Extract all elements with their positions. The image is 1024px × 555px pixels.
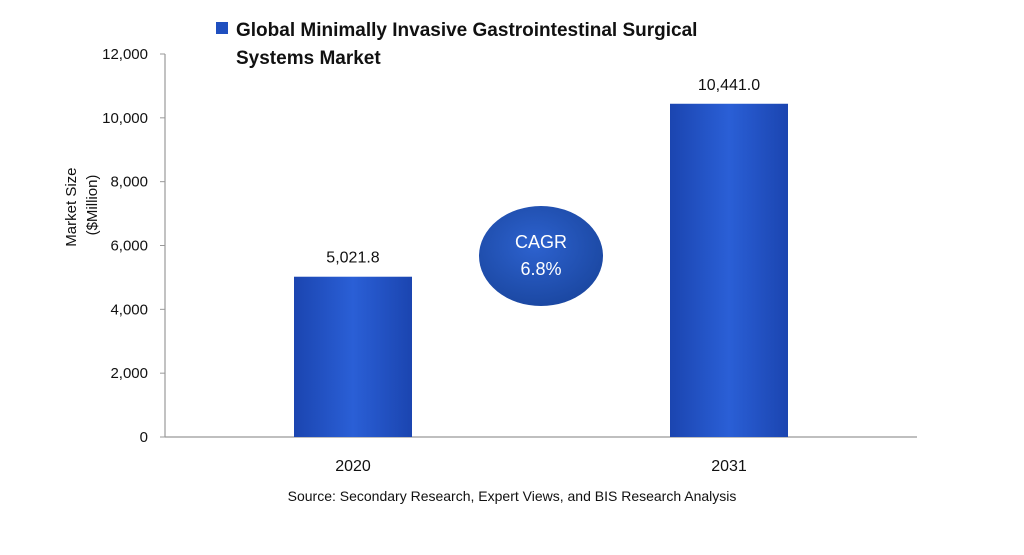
bar-2020 <box>294 276 412 437</box>
cagr-bubble <box>479 206 603 306</box>
y-tick-label: 8,000 <box>110 174 148 191</box>
x-tick-label-2031: 2031 <box>711 458 747 475</box>
y-tick-label: 2,000 <box>110 365 148 382</box>
data-label-2020: 5,021.8 <box>326 250 379 267</box>
legend-swatch <box>216 22 228 34</box>
y-tick-label: 10,000 <box>102 110 148 127</box>
y-axis-title: Market Size ($Million) <box>63 163 101 246</box>
cagr-value: 6.8% <box>520 259 561 279</box>
data-label-2031: 10,441.0 <box>698 77 760 94</box>
x-tick-label-2020: 2020 <box>335 458 371 475</box>
y-tick-label: 12,000 <box>102 46 148 63</box>
cagr-label: CAGR <box>515 232 567 252</box>
legend-label-line-1: Global Minimally Invasive Gastrointestin… <box>236 20 697 41</box>
bar-2031 <box>670 103 788 437</box>
y-tick-label: 0 <box>140 429 148 446</box>
legend-label-line-2: Systems Market <box>236 48 381 69</box>
y-tick-label: 4,000 <box>110 301 148 318</box>
source-note: Source: Secondary Research, Expert Views… <box>287 488 737 504</box>
y-tick-label: 6,000 <box>110 238 148 255</box>
svg-text:Market Size ($Million): Market Size ($Million) <box>63 163 101 246</box>
